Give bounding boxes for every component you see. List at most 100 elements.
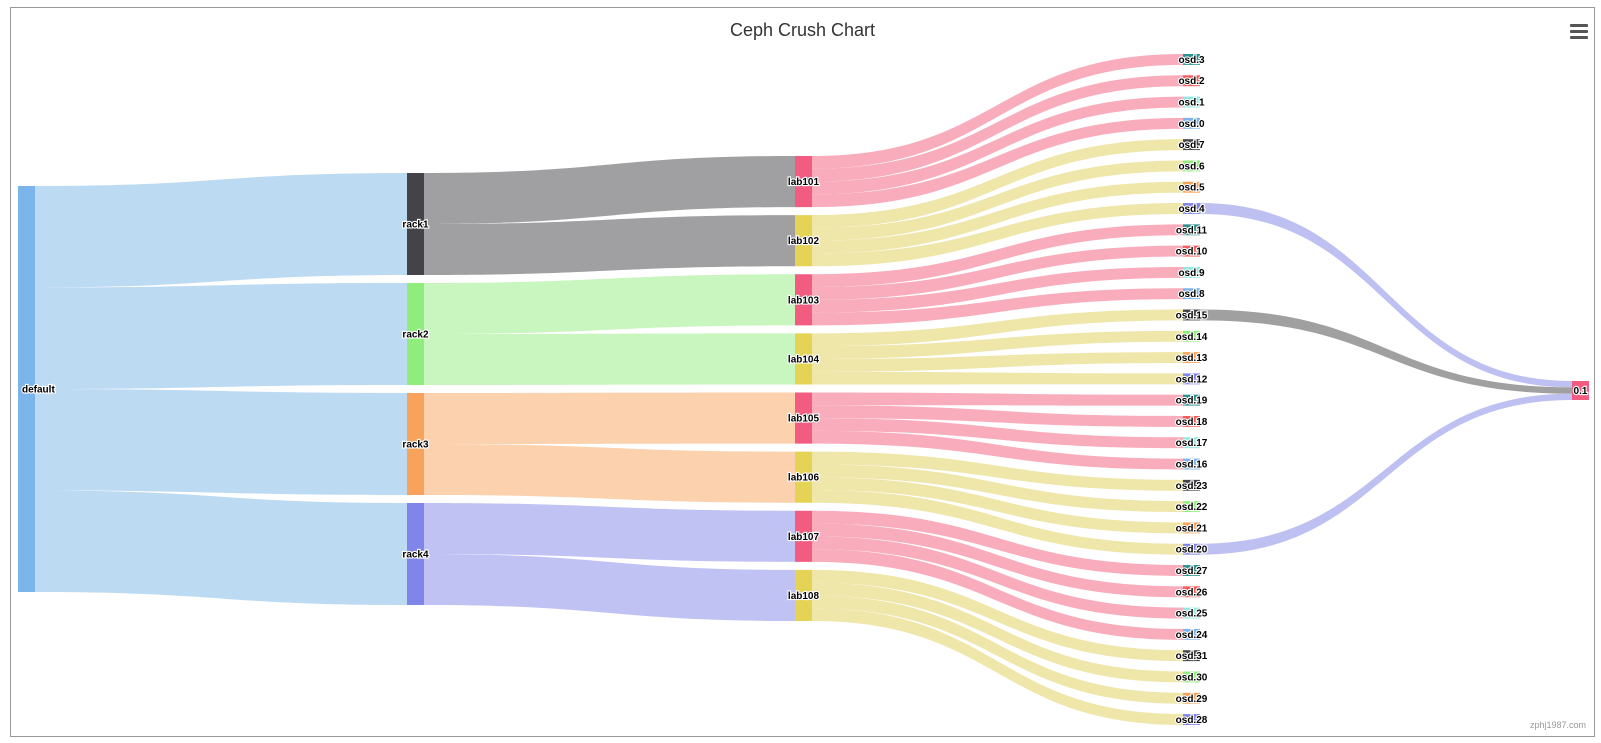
node-osd.6[interactable] bbox=[1183, 160, 1200, 172]
node-lab102[interactable] bbox=[795, 215, 812, 267]
node-osd.25[interactable] bbox=[1183, 607, 1200, 619]
node-osd.0[interactable] bbox=[1183, 117, 1200, 129]
link-rack3-to-lab105[interactable] bbox=[424, 392, 795, 445]
hamburger-menu-icon[interactable] bbox=[1570, 24, 1588, 40]
node-rack2[interactable] bbox=[407, 283, 424, 385]
link-lab102-to-osd.4[interactable] bbox=[812, 203, 1183, 267]
link-lab107-to-osd.24[interactable] bbox=[812, 549, 1183, 640]
link-lab103-to-osd.9[interactable] bbox=[812, 266, 1183, 313]
link-osd.20-to-0.1[interactable] bbox=[1200, 393, 1572, 555]
link-osd.4-to-0.1[interactable] bbox=[1200, 203, 1572, 388]
link-rack3-to-lab106[interactable] bbox=[424, 444, 795, 503]
node-osd.29[interactable] bbox=[1183, 692, 1200, 704]
node-osd.10[interactable] bbox=[1183, 245, 1200, 257]
node-lab103[interactable] bbox=[795, 274, 812, 326]
node-osd.31[interactable] bbox=[1183, 650, 1200, 662]
node-osd.24[interactable] bbox=[1183, 628, 1200, 640]
link-lab107-to-osd.27[interactable] bbox=[812, 510, 1183, 576]
link-rack4-to-lab108[interactable] bbox=[424, 554, 795, 621]
link-lab105-to-osd.18[interactable] bbox=[812, 405, 1183, 427]
link-lab104-to-osd.15[interactable] bbox=[812, 309, 1183, 347]
node-osd.20[interactable] bbox=[1183, 543, 1200, 555]
node-osd.1[interactable] bbox=[1183, 96, 1200, 108]
node-osd.30[interactable] bbox=[1183, 671, 1200, 683]
link-default-to-rack4[interactable] bbox=[35, 490, 407, 606]
link-lab108-to-osd.28[interactable] bbox=[812, 608, 1183, 725]
node-osd.27[interactable] bbox=[1183, 565, 1200, 576]
node-osd.2[interactable] bbox=[1183, 75, 1200, 87]
node-osd.16[interactable] bbox=[1183, 458, 1200, 470]
node-osd.23[interactable] bbox=[1183, 479, 1200, 491]
link-lab105-to-osd.16[interactable] bbox=[812, 430, 1183, 470]
link-lab105-to-osd.19[interactable] bbox=[812, 392, 1183, 406]
link-lab101-to-osd.1[interactable] bbox=[812, 96, 1183, 195]
node-rack1[interactable] bbox=[407, 173, 424, 275]
node-osd.28[interactable] bbox=[1183, 714, 1200, 725]
node-osd.9[interactable] bbox=[1183, 266, 1200, 278]
node-default[interactable] bbox=[18, 186, 35, 592]
link-lab103-to-osd.10[interactable] bbox=[812, 245, 1183, 300]
node-rack4[interactable] bbox=[407, 503, 424, 605]
node-lab104[interactable] bbox=[795, 333, 812, 385]
node-lab106[interactable] bbox=[795, 451, 812, 503]
link-rack2-to-lab104[interactable] bbox=[424, 333, 795, 385]
link-lab102-to-osd.6[interactable] bbox=[812, 160, 1183, 241]
node-osd.21[interactable] bbox=[1183, 522, 1200, 534]
node-osd.14[interactable] bbox=[1183, 330, 1200, 342]
link-rack1-to-lab102[interactable] bbox=[424, 215, 795, 275]
node-osd.13[interactable] bbox=[1183, 352, 1200, 364]
link-lab101-to-osd.0[interactable] bbox=[812, 117, 1183, 208]
link-lab108-to-osd.30[interactable] bbox=[812, 582, 1183, 683]
node-osd.8[interactable] bbox=[1183, 288, 1200, 300]
node-osd.7[interactable] bbox=[1183, 139, 1200, 151]
link-lab108-to-osd.29[interactable] bbox=[812, 595, 1183, 704]
node-osd.17[interactable] bbox=[1183, 437, 1200, 449]
link-lab101-to-osd.3[interactable] bbox=[812, 54, 1183, 169]
node-osd.11[interactable] bbox=[1183, 224, 1200, 236]
link-default-to-rack1[interactable] bbox=[35, 173, 407, 288]
node-osd.19[interactable] bbox=[1183, 394, 1200, 406]
node-osd.15[interactable] bbox=[1183, 309, 1200, 321]
link-lab107-to-osd.25[interactable] bbox=[812, 536, 1183, 619]
node-osd.26[interactable] bbox=[1183, 586, 1200, 598]
menu-bar-top bbox=[1570, 24, 1588, 27]
link-lab106-to-osd.20[interactable] bbox=[812, 489, 1183, 555]
link-rack2-to-lab103[interactable] bbox=[424, 274, 795, 334]
link-lab106-to-osd.23[interactable] bbox=[812, 451, 1183, 491]
node-osd.12[interactable] bbox=[1183, 373, 1200, 385]
link-default-to-rack2[interactable] bbox=[35, 283, 407, 389]
node-rack3[interactable] bbox=[407, 393, 424, 495]
link-rack4-to-lab107[interactable] bbox=[424, 503, 795, 562]
link-lab106-to-osd.21[interactable] bbox=[812, 477, 1183, 534]
node-osd.3[interactable] bbox=[1183, 54, 1200, 65]
node-lab107[interactable] bbox=[795, 510, 812, 562]
node-lab105[interactable] bbox=[795, 392, 812, 444]
node-osd.5[interactable] bbox=[1183, 181, 1200, 193]
link-lab107-to-osd.26[interactable] bbox=[812, 523, 1183, 598]
node-osd.4[interactable] bbox=[1183, 203, 1200, 214]
link-lab105-to-osd.17[interactable] bbox=[812, 418, 1183, 449]
link-lab103-to-osd.8[interactable] bbox=[812, 288, 1183, 326]
label-osd.2: osd.2 bbox=[1178, 76, 1205, 87]
link-lab106-to-osd.22[interactable] bbox=[812, 464, 1183, 513]
chart-credits[interactable]: zphj1987.com bbox=[1529, 720, 1586, 730]
node-osd.22[interactable] bbox=[1183, 501, 1200, 513]
link-lab104-to-osd.13[interactable] bbox=[812, 352, 1183, 372]
link-lab101-to-osd.2[interactable] bbox=[812, 75, 1183, 182]
link-default-to-rack3[interactable] bbox=[35, 389, 407, 495]
link-layer bbox=[35, 54, 1572, 725]
link-osd.15-to-0.1[interactable] bbox=[1200, 309, 1572, 394]
link-rack1-to-lab101[interactable] bbox=[424, 156, 795, 224]
link-lab103-to-osd.11[interactable] bbox=[812, 224, 1183, 288]
node-0.1[interactable] bbox=[1572, 381, 1589, 400]
node-lab101[interactable] bbox=[795, 156, 812, 208]
label-osd.23: osd.23 bbox=[1176, 481, 1208, 492]
link-lab104-to-osd.14[interactable] bbox=[812, 330, 1183, 359]
link-lab102-to-osd.7[interactable] bbox=[812, 139, 1183, 228]
link-lab102-to-osd.5[interactable] bbox=[812, 181, 1183, 254]
link-lab108-to-osd.31[interactable] bbox=[812, 569, 1183, 662]
node-lab108[interactable] bbox=[795, 569, 812, 621]
link-lab104-to-osd.12[interactable] bbox=[812, 371, 1183, 385]
node-osd.18[interactable] bbox=[1183, 415, 1200, 427]
